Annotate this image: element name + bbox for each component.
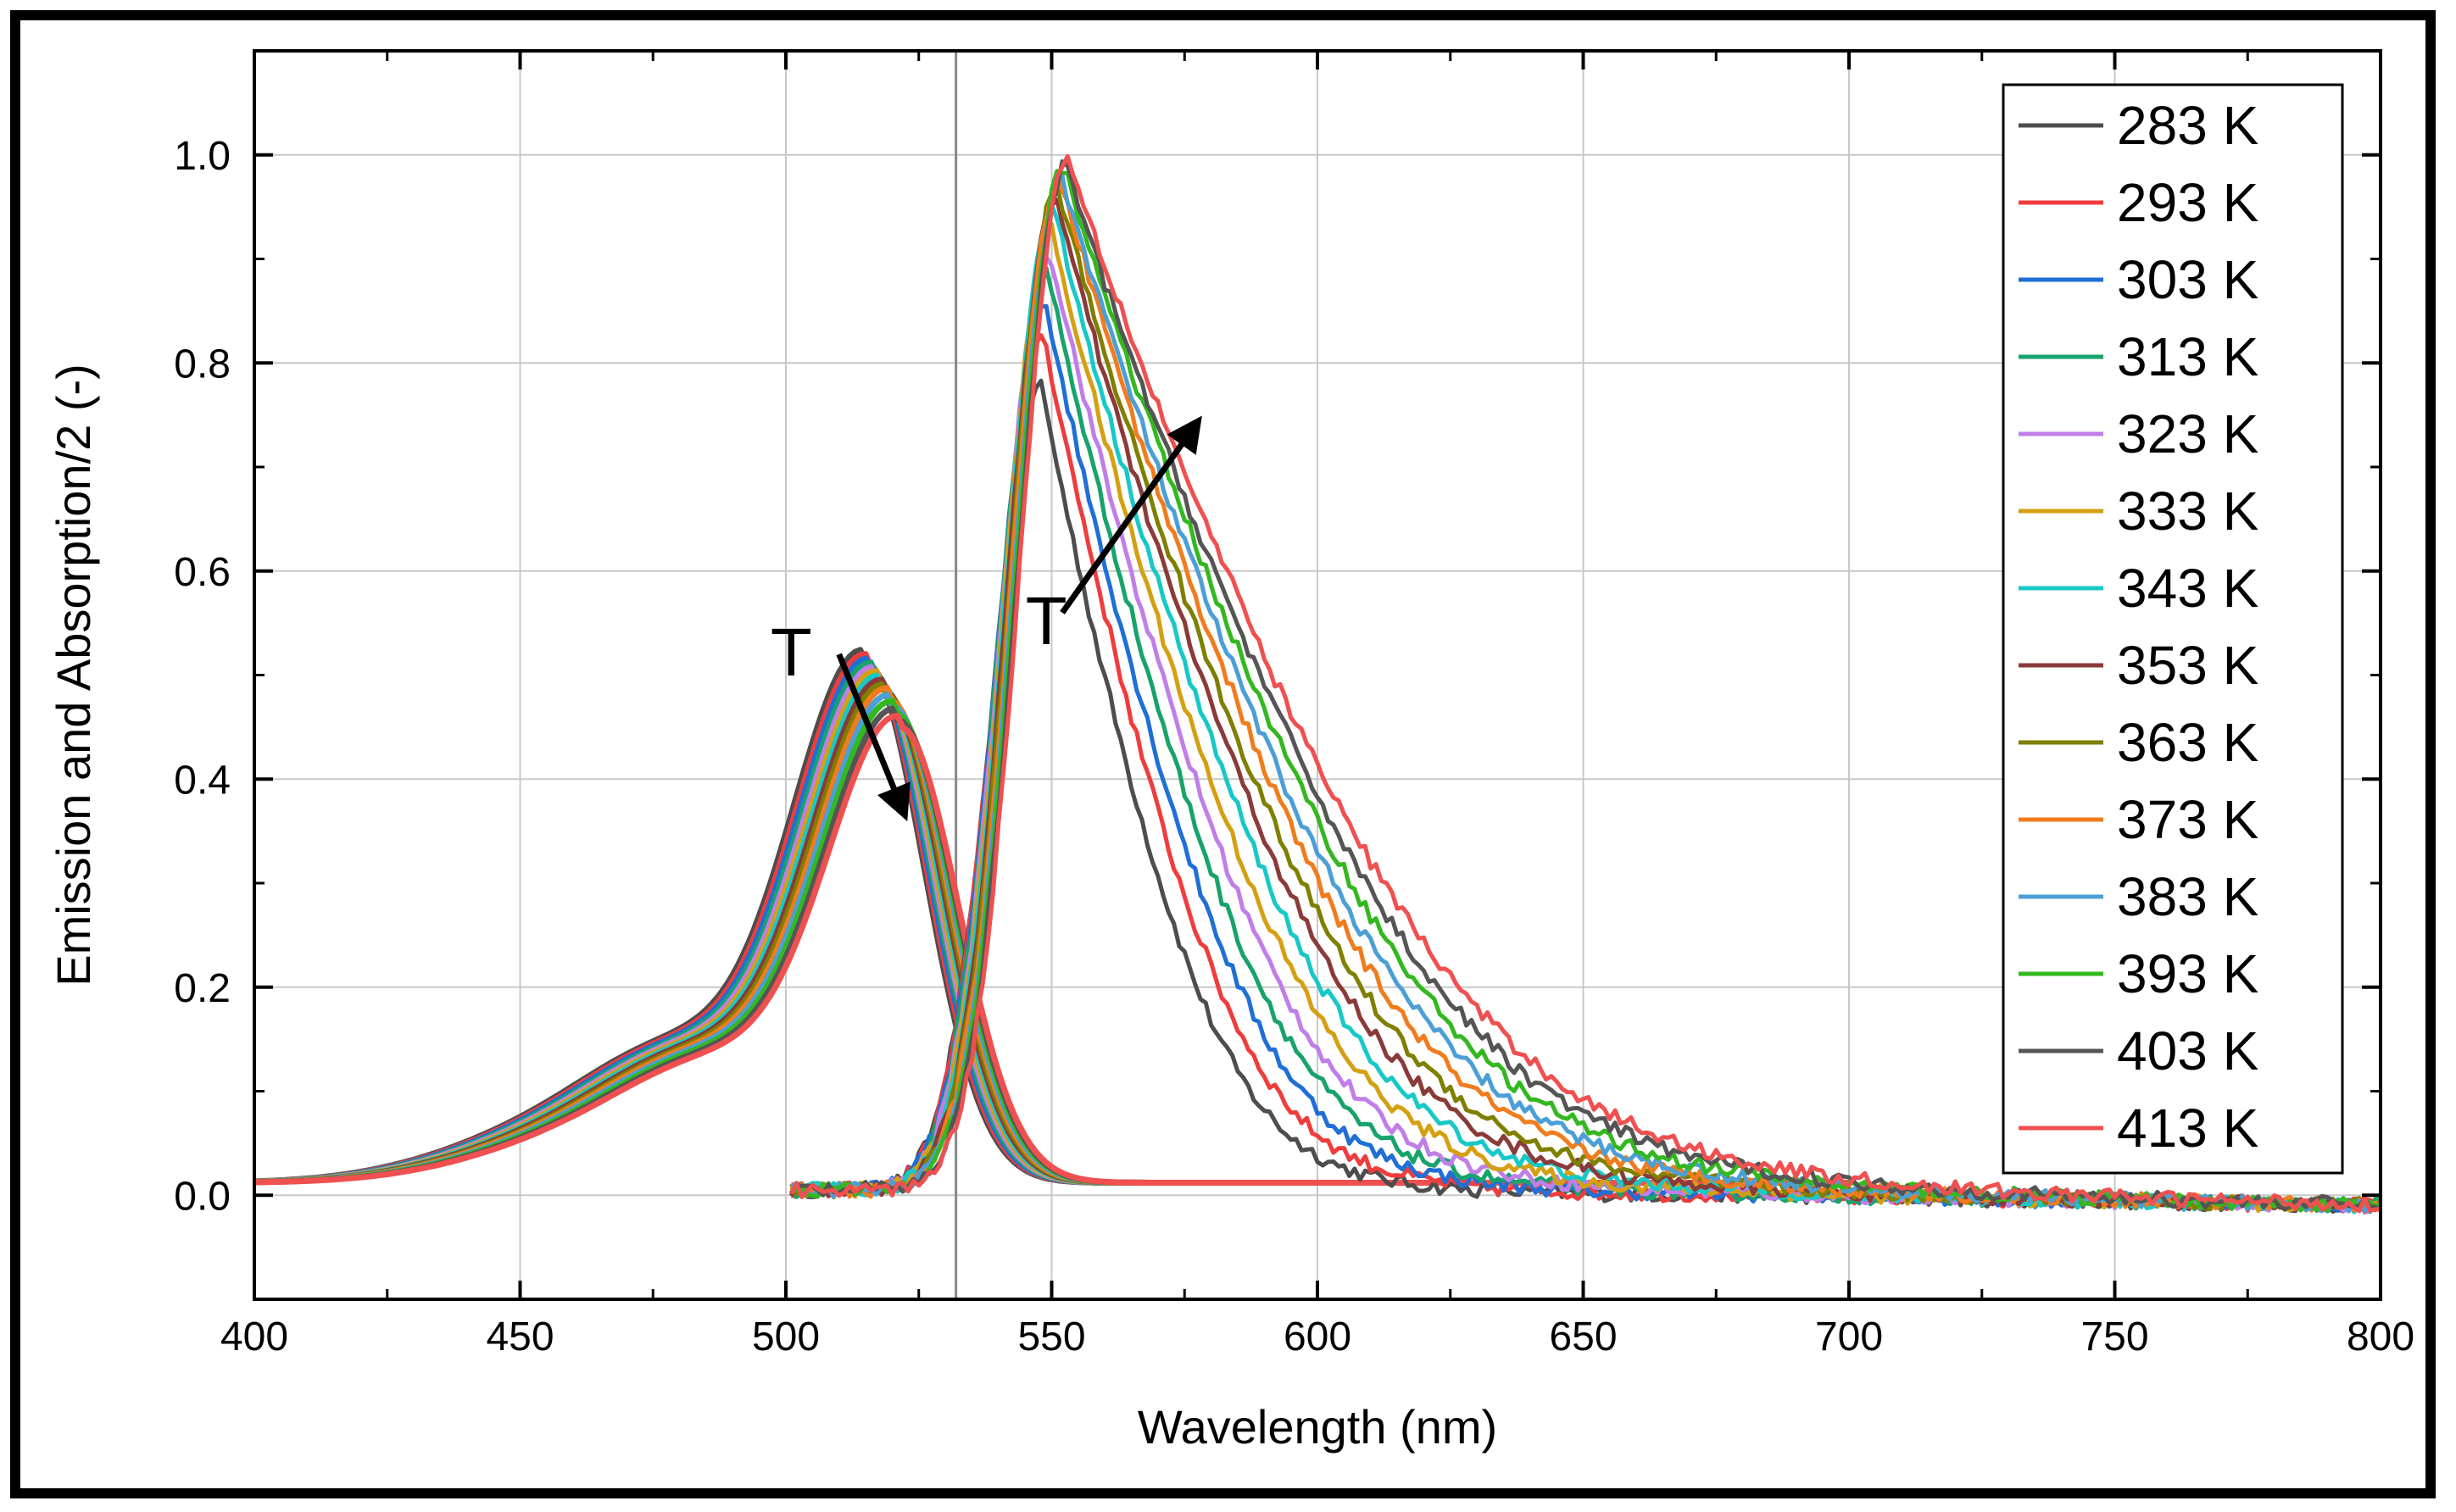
legend-label: 383 K bbox=[2117, 866, 2258, 927]
legend-label: 353 K bbox=[2117, 635, 2258, 696]
legend-label: 333 K bbox=[2117, 481, 2258, 542]
x-tick-label: 550 bbox=[1017, 1315, 1085, 1359]
y-tick-label: 0.8 bbox=[174, 342, 231, 386]
x-tick-label: 450 bbox=[486, 1315, 554, 1359]
legend-label: 393 K bbox=[2117, 943, 2258, 1004]
x-tick-label: 800 bbox=[2347, 1315, 2414, 1359]
x-tick-label: 750 bbox=[2080, 1315, 2148, 1359]
legend-box bbox=[2002, 83, 2344, 1175]
legend: 283 K 293 K 303 K 313 K 323 K 333 K 343 K 353 K… bbox=[2002, 83, 2344, 1175]
y-tick-label: 1.0 bbox=[174, 134, 231, 179]
legend-label: 343 K bbox=[2117, 558, 2258, 619]
legend-label: 313 K bbox=[2117, 326, 2258, 387]
y-tick-label: 0.6 bbox=[174, 550, 231, 595]
y-tick-label: 0.0 bbox=[174, 1174, 231, 1219]
legend-label: 373 K bbox=[2117, 789, 2258, 850]
legend-label: 363 K bbox=[2117, 712, 2258, 773]
emission-curve-413K bbox=[789, 153, 2381, 1214]
series-group bbox=[253, 153, 2383, 1215]
axes: Wavelength (nm) Emission and Absorption/… bbox=[47, 49, 2414, 1454]
legend-label: 303 K bbox=[2117, 249, 2258, 310]
x-tick-label: 700 bbox=[1815, 1315, 1883, 1359]
x-tick-label: 400 bbox=[220, 1315, 288, 1359]
legend-label: 403 K bbox=[2117, 1020, 2258, 1081]
legend-label: 283 K bbox=[2117, 95, 2258, 156]
x-tick-label: 600 bbox=[1284, 1315, 1351, 1359]
x-axis-title: Wavelength (nm) bbox=[1138, 1400, 1497, 1454]
trend-label: T bbox=[771, 614, 812, 690]
y-tick-label: 0.4 bbox=[174, 758, 231, 803]
y-axis-title: Emission and Absorption/2 (-) bbox=[47, 364, 100, 987]
trend-arrow bbox=[836, 653, 911, 822]
x-tick-label: 500 bbox=[752, 1315, 820, 1359]
legend-label: 293 K bbox=[2117, 172, 2258, 233]
legend-label: 413 K bbox=[2117, 1098, 2258, 1159]
trend-arrow bbox=[1060, 415, 1202, 614]
y-tick-label: 0.2 bbox=[174, 966, 231, 1011]
x-tick-label: 650 bbox=[1549, 1315, 1617, 1359]
legend-label: 323 K bbox=[2117, 403, 2258, 464]
trend-label: T bbox=[1026, 583, 1067, 659]
